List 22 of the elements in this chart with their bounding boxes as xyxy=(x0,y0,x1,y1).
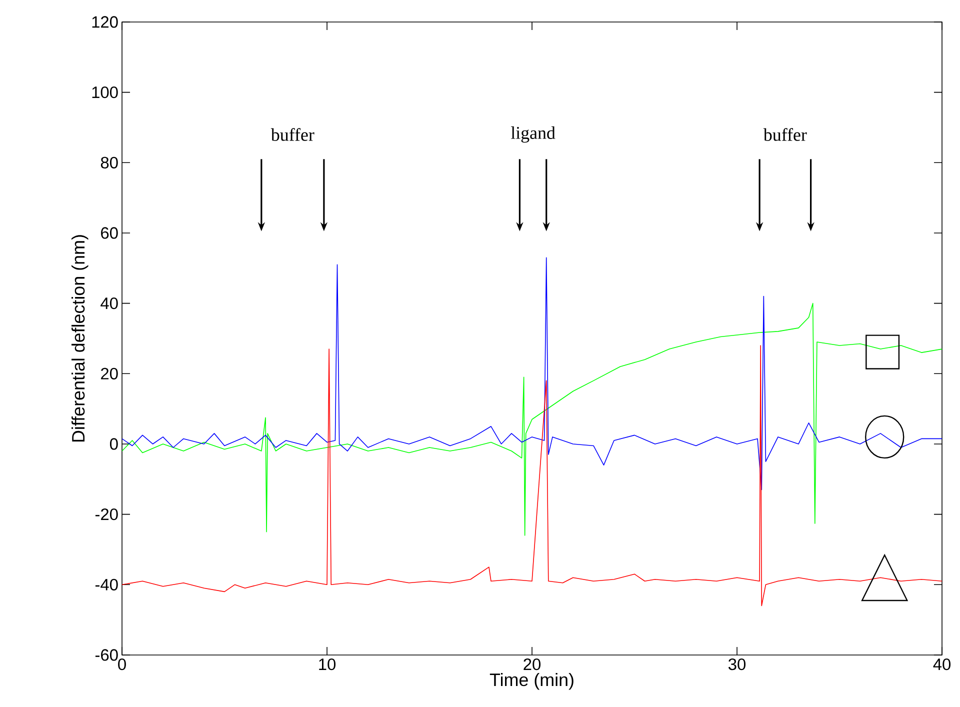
annotation: buffer xyxy=(270,128,314,141)
x-tick-label: 30 xyxy=(728,658,746,670)
y-tick-label: 80 xyxy=(100,156,118,168)
y-axis-title: Differential deflection (nm) xyxy=(72,235,88,442)
y-tick-label: -20 xyxy=(95,508,118,520)
y-tick-label: 20 xyxy=(101,368,118,380)
annotation: buffer xyxy=(763,128,807,141)
annotation: ligand xyxy=(510,126,556,143)
y-tick-label: -60 xyxy=(95,649,118,661)
x-tick-label: 20 xyxy=(524,658,541,670)
y-tick-label: 60 xyxy=(101,227,118,239)
line-series xyxy=(122,345,942,606)
y-tick-label: 100 xyxy=(92,86,118,98)
x-tick-label: 10 xyxy=(319,658,336,670)
y-tick-label: 40 xyxy=(100,297,118,310)
y-tick-label: -40 xyxy=(95,578,118,590)
x-axis-title: Time (min) xyxy=(490,672,574,690)
line-series xyxy=(122,257,942,490)
x-tick-label: 40 xyxy=(933,658,951,670)
y-tick-label: 120 xyxy=(92,16,118,28)
x-tick-label: 0 xyxy=(118,658,126,670)
y-tick-label: 0 xyxy=(110,438,118,450)
